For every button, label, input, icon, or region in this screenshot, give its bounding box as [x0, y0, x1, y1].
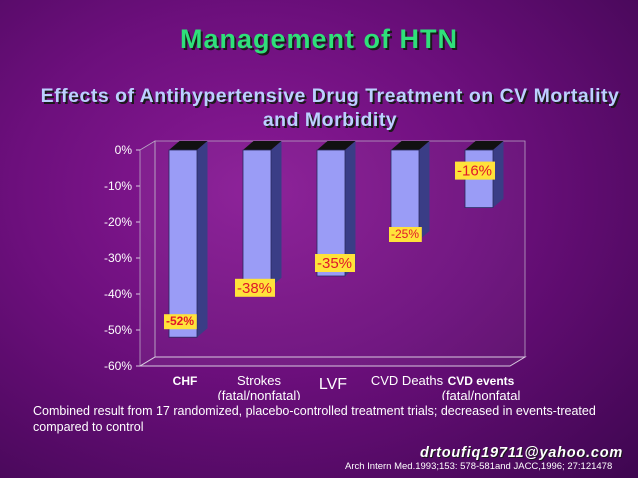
- chart-subtitle: Effects of Antihypertensive Drug Treatme…: [40, 85, 620, 131]
- bar-side: [197, 141, 208, 338]
- y-tick-label: 0%: [115, 143, 133, 157]
- x-category-label: (fatal/nonfatal: [442, 388, 521, 400]
- author-email: drtoufiq19711@yahoo.com: [420, 445, 624, 461]
- bar-side: [419, 141, 430, 240]
- x-category-label: CVD Deaths: [371, 373, 444, 388]
- data-label: -25%: [391, 227, 419, 241]
- data-label: -52%: [166, 314, 194, 328]
- data-label-box: [455, 161, 495, 180]
- data-label: -38%: [237, 280, 272, 297]
- bar-side: [493, 141, 504, 208]
- bar-top: [391, 141, 430, 150]
- data-label-box: [389, 227, 422, 242]
- data-label: -35%: [317, 255, 352, 272]
- x-category-label: CHF: [173, 374, 198, 388]
- bar: [168, 149, 198, 338]
- footnote: Combined result from 17 randomized, plac…: [33, 404, 596, 434]
- y-tick-label: -50%: [104, 323, 132, 337]
- bar-top: [317, 141, 356, 150]
- y-tick-label: -60%: [104, 359, 132, 373]
- x-category-label: LVF: [319, 376, 347, 393]
- chart-side-wall: [139, 140, 156, 367]
- x-category-label: CVD events: [448, 374, 515, 388]
- bar-top: [465, 141, 504, 150]
- chart-floor: [138, 356, 527, 367]
- x-category-label: (fatal/nonfatal): [217, 388, 300, 400]
- y-tick-label: -10%: [104, 179, 132, 193]
- bar-side: [271, 141, 282, 287]
- citation: Arch Intern Med.1993;153: 578-581and JAC…: [345, 461, 613, 472]
- bar-chart: 0% -10% -20% -30% -40% -50% -60% -52% CHF -38% Str…: [104, 140, 527, 400]
- data-label-box: [235, 278, 275, 297]
- x-category-label: Strokes: [237, 373, 282, 388]
- bar: [242, 149, 272, 288]
- data-label-box: [164, 314, 197, 330]
- y-tick-label: -40%: [104, 287, 132, 301]
- y-tick-label: -20%: [104, 215, 132, 229]
- data-label: -16%: [457, 163, 492, 180]
- data-label-box: [315, 254, 355, 272]
- slide-title: Management of HTN: [179, 24, 458, 54]
- bar-side: [345, 141, 356, 276]
- bar-top: [243, 141, 282, 150]
- y-tick-label: -30%: [104, 251, 132, 265]
- bar-top: [169, 141, 208, 150]
